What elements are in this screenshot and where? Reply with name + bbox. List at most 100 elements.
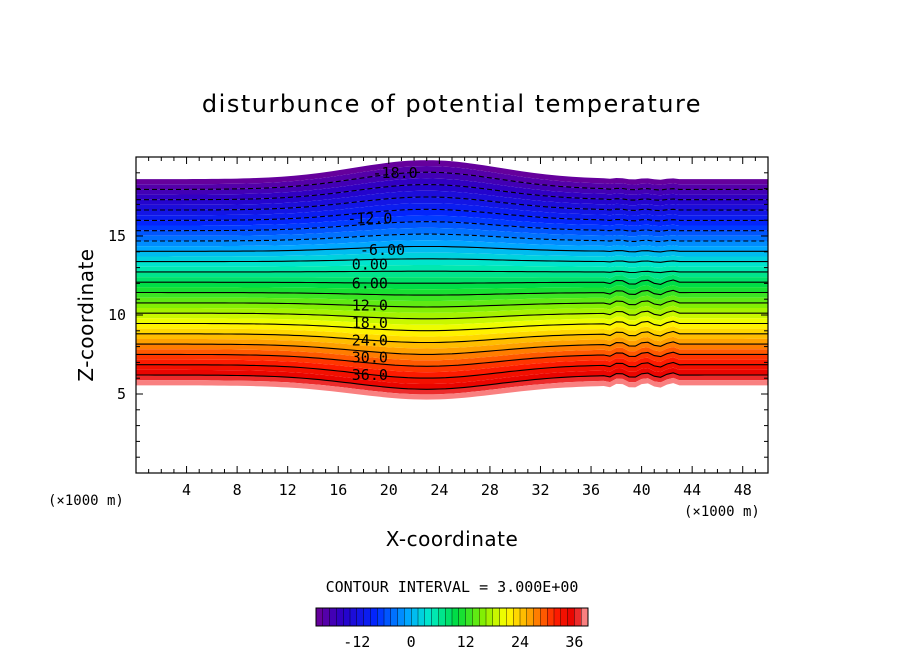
colorbar-swatch bbox=[526, 607, 535, 627]
colorbar-swatch bbox=[567, 607, 575, 627]
y-axis-label: Z-coordinate bbox=[74, 248, 98, 381]
y-tick-label: 10 bbox=[108, 306, 126, 324]
colorbar-swatch bbox=[370, 607, 378, 627]
contour-label: 30.0 bbox=[352, 349, 388, 367]
x-tick-label: 16 bbox=[329, 481, 347, 499]
contour-line bbox=[136, 196, 768, 212]
colorbar-swatch bbox=[315, 607, 324, 627]
contour-label: -6.00 bbox=[360, 241, 405, 259]
contour-label: 18.0 bbox=[352, 314, 388, 332]
contour-band bbox=[136, 336, 768, 355]
colorbar-swatch bbox=[383, 607, 392, 627]
colorbar-swatch bbox=[377, 607, 385, 627]
colorbar bbox=[315, 607, 589, 627]
colorbar-swatch bbox=[472, 607, 480, 627]
contour-line bbox=[136, 372, 768, 390]
x-tick-label: 12 bbox=[279, 481, 297, 499]
x-axis-label: X-coordinate bbox=[386, 527, 519, 551]
contour-line bbox=[136, 233, 768, 243]
colorbar-tick-label: 36 bbox=[565, 633, 583, 651]
contour-line bbox=[136, 258, 768, 263]
contour-band bbox=[136, 215, 768, 232]
contour-line bbox=[136, 171, 768, 191]
contour-band bbox=[136, 240, 768, 252]
x-tick-label: 48 bbox=[734, 481, 752, 499]
contour-line bbox=[136, 208, 768, 222]
contour-label: -12.0 bbox=[347, 210, 392, 228]
colorbar-swatch bbox=[336, 607, 344, 627]
colorbar-swatch bbox=[417, 607, 426, 627]
contour-line bbox=[136, 300, 768, 308]
colorbar-swatch bbox=[479, 607, 487, 627]
x-tick-label: 28 bbox=[481, 481, 499, 499]
contour-band bbox=[136, 357, 768, 379]
contour-line bbox=[136, 184, 768, 201]
contour-band bbox=[136, 166, 768, 190]
colorbar-swatch bbox=[553, 607, 562, 627]
contour-line bbox=[136, 320, 768, 332]
contour-band bbox=[136, 184, 768, 206]
chart-title: disturbunce of potential temperature bbox=[202, 90, 702, 118]
contour-line bbox=[136, 310, 768, 320]
colorbar-swatch bbox=[329, 607, 337, 627]
colorbar-swatch bbox=[445, 607, 453, 627]
colorbar-swatch bbox=[458, 607, 467, 627]
colorbar-swatch bbox=[499, 607, 507, 627]
colorbar-swatch bbox=[451, 607, 460, 627]
y-axis-ticks: 5 10 15 bbox=[108, 172, 768, 458]
contour-line bbox=[136, 279, 768, 285]
contour-band bbox=[136, 209, 768, 227]
x-tick-label: 20 bbox=[380, 481, 398, 499]
colorbar-tick-label: 0 bbox=[407, 633, 416, 651]
contour-band bbox=[136, 352, 768, 373]
y-tick-label: 15 bbox=[108, 227, 126, 245]
x-tick-label: 40 bbox=[633, 481, 651, 499]
x-tick-label: 44 bbox=[683, 481, 701, 499]
colorbar-swatch bbox=[581, 607, 589, 627]
contour-band bbox=[136, 326, 768, 343]
x-tick-label: 8 bbox=[233, 481, 242, 499]
contour-band bbox=[136, 258, 768, 268]
x-axis-unit: (×1000 m) bbox=[684, 504, 760, 520]
colorbar-swatch bbox=[465, 607, 473, 627]
colorbar-tick-label: 12 bbox=[457, 633, 475, 651]
x-tick-label: 4 bbox=[182, 481, 191, 499]
colorbar-swatch bbox=[547, 607, 555, 627]
contour-band bbox=[136, 203, 768, 221]
x-axis-ticks: 4 8 12 16 20 24 28 32 36 40 44 48 bbox=[148, 157, 756, 499]
colorbar-swatch bbox=[533, 607, 541, 627]
colorbar-swatch bbox=[506, 607, 514, 627]
contour-band bbox=[136, 347, 768, 367]
contour-line bbox=[136, 361, 768, 379]
contour-label: 36.0 bbox=[352, 366, 388, 384]
colorbar-swatch bbox=[343, 607, 351, 627]
colorbar-swatch bbox=[349, 607, 358, 627]
contour-band bbox=[136, 178, 768, 201]
contour-band bbox=[136, 265, 768, 273]
y-axis-unit: (×1000 m) bbox=[48, 493, 124, 509]
contour-line bbox=[136, 289, 768, 296]
contour-band bbox=[136, 290, 768, 301]
x-tick-label: 32 bbox=[531, 481, 549, 499]
contour-band bbox=[136, 271, 768, 280]
colorbar-swatch bbox=[411, 607, 419, 627]
colorbar-swatch bbox=[540, 607, 548, 627]
x-tick-label: 36 bbox=[582, 481, 600, 499]
contour-lines bbox=[136, 171, 768, 390]
colorbar-swatch bbox=[492, 607, 501, 627]
contour-band bbox=[136, 362, 768, 384]
colorbar-swatch bbox=[322, 607, 331, 627]
colorbar-tick-label: 24 bbox=[511, 633, 529, 651]
y-tick-label: 5 bbox=[117, 385, 126, 403]
contour-line bbox=[136, 221, 768, 232]
contour-label: -18.0 bbox=[373, 164, 418, 182]
contour-line bbox=[136, 341, 768, 355]
colorbar-swatch bbox=[356, 607, 365, 627]
contour-label: 6.00 bbox=[352, 274, 388, 292]
colorbar-swatch bbox=[424, 607, 433, 627]
contour-line bbox=[136, 245, 768, 253]
contour-interval-text: CONTOUR INTERVAL = 3.000E+00 bbox=[326, 578, 579, 596]
x-tick-label: 24 bbox=[430, 481, 448, 499]
colorbar-swatch bbox=[485, 607, 494, 627]
